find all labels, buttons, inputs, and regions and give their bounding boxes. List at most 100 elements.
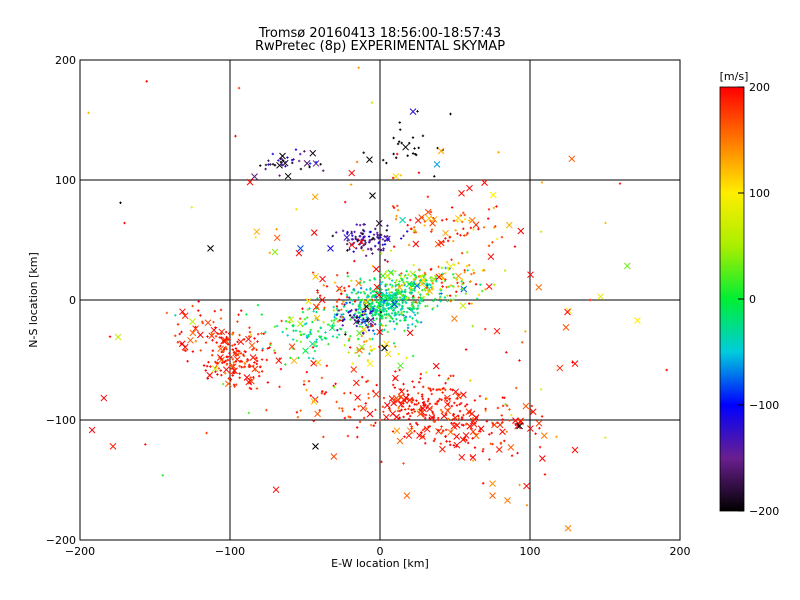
data-point [604,436,607,439]
data-point [409,218,412,222]
data-point-cross [189,318,196,325]
data-point [436,304,439,308]
data-point [393,327,396,331]
data-point-cross [392,173,400,180]
data-point [257,374,261,378]
data-point [357,66,360,69]
data-point [433,437,437,441]
data-point [496,406,500,410]
data-point [402,382,405,386]
data-point-cross [522,402,530,410]
x-tick-label: −100 [215,545,245,558]
data-point-cross [313,314,321,322]
data-point [295,339,299,343]
data-point [224,345,227,349]
data-point [497,151,500,154]
data-point [442,387,445,390]
data-point [443,296,447,299]
data-point [406,306,410,310]
data-point [378,234,381,237]
data-point [231,333,234,336]
data-point [444,413,448,417]
data-point-cross [434,240,442,248]
data-point [370,101,374,104]
data-point-cross [423,425,431,433]
data-point [394,281,397,284]
data-point [311,320,314,324]
data-point [410,304,414,307]
data-point [471,324,474,328]
data-point [452,219,456,222]
data-point [228,332,231,335]
data-point [445,218,448,221]
data-point [389,249,393,252]
data-point [248,363,251,367]
data-point [315,338,318,341]
data-point [491,241,494,244]
data-point-cross [412,240,420,248]
data-point [431,279,434,283]
data-point [346,271,349,275]
data-point [87,111,90,115]
data-point-cross [245,335,252,343]
data-point [374,227,377,231]
data-point [228,352,231,355]
data-point [449,112,452,116]
data-point [335,273,339,277]
data-point-cross [390,399,398,407]
x-axis-ticks: −200 −100 0 100 200 [65,534,691,558]
data-point [406,224,409,227]
data-point [462,211,465,215]
data-point [380,314,384,317]
data-point-cross [229,364,236,371]
data-point-cross [527,425,534,432]
data-point [351,238,355,241]
data-point [424,442,427,445]
data-point [441,429,445,433]
data-point [278,174,281,177]
data-point [299,340,303,344]
data-point [364,308,367,311]
data-point [392,320,395,323]
data-point [315,310,318,314]
data-point-cross [527,271,534,279]
data-point [348,297,352,301]
data-point [308,307,311,310]
data-point-cross [375,291,383,299]
data-point [391,205,395,208]
data-point [305,370,309,374]
data-point [264,167,267,171]
data-point [269,342,272,345]
data-point [366,359,370,362]
data-point [409,286,412,289]
data-point [393,312,397,316]
data-point-cross [447,262,454,270]
data-point [365,339,368,343]
data-point [248,326,251,329]
data-point [468,264,471,267]
data-point [372,329,375,332]
data-point [370,306,374,309]
data-point [231,374,234,377]
data-point-cross [384,350,392,358]
data-point-cross [309,149,317,157]
data-point [398,368,401,372]
data-point [392,206,396,209]
data-point [355,292,358,295]
data-point [245,313,248,316]
colorbar-tick-label: 200 [749,81,770,94]
data-point [214,360,217,364]
data-point [482,269,486,272]
data-point [256,332,260,336]
data-point [402,234,405,238]
data-point [305,388,308,392]
data-point [445,260,449,264]
data-point [242,365,246,369]
data-point [284,161,287,164]
data-point [176,341,180,344]
data-point [429,389,433,392]
data-point [315,340,318,344]
data-point [365,324,368,327]
data-point [367,235,371,238]
